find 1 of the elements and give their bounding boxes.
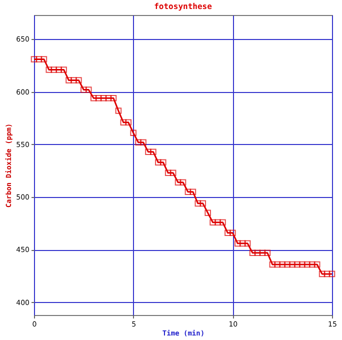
chart-title: fotosynthese bbox=[154, 2, 212, 11]
